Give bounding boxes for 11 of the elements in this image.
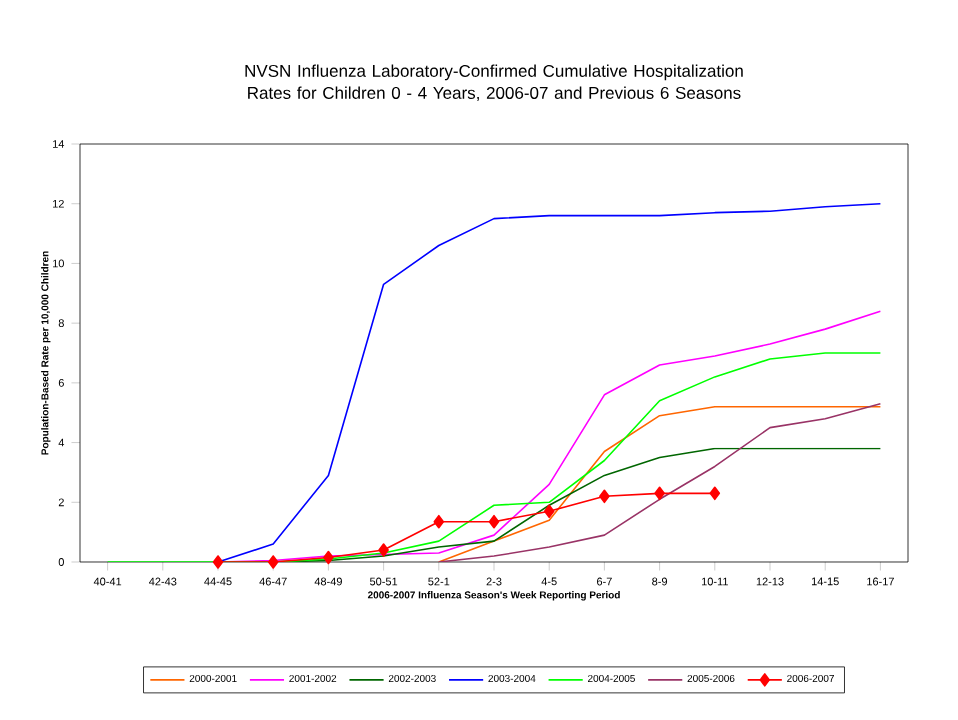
point [543,504,555,519]
point [323,550,334,565]
chart-title: NVSN Influenza Laboratory-Confirmed Cumulative Hospitalization Rates for Children 0 - 4 Years, 2006-07 and Previous 6 Seasons [245,64,743,101]
point [267,555,279,569]
point [378,543,389,557]
point [212,555,224,569]
point [488,514,500,529]
point [654,486,665,501]
point [433,514,445,529]
point [599,489,610,504]
point [709,486,721,501]
